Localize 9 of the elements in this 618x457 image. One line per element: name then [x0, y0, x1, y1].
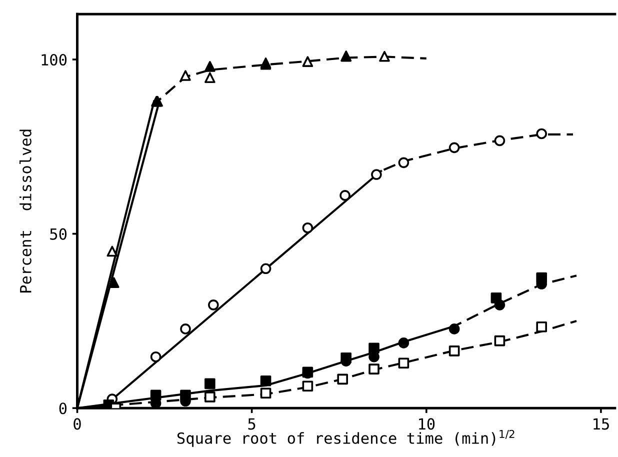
x-tick-label: 10	[419, 418, 435, 430]
y-axis-title: Percent dissolved	[20, 130, 32, 292]
y-tick-label: 100	[42, 54, 67, 66]
x-axis-title: Square root of residence time (min)$^{1/2}$	[177, 430, 514, 447]
y-tick-label: 0	[59, 402, 67, 414]
x-tick-label: 5	[248, 418, 256, 430]
y-tick-label: 50	[50, 228, 67, 240]
x-tick-label: 15	[594, 418, 609, 430]
x-tick-label: 0	[74, 418, 81, 430]
